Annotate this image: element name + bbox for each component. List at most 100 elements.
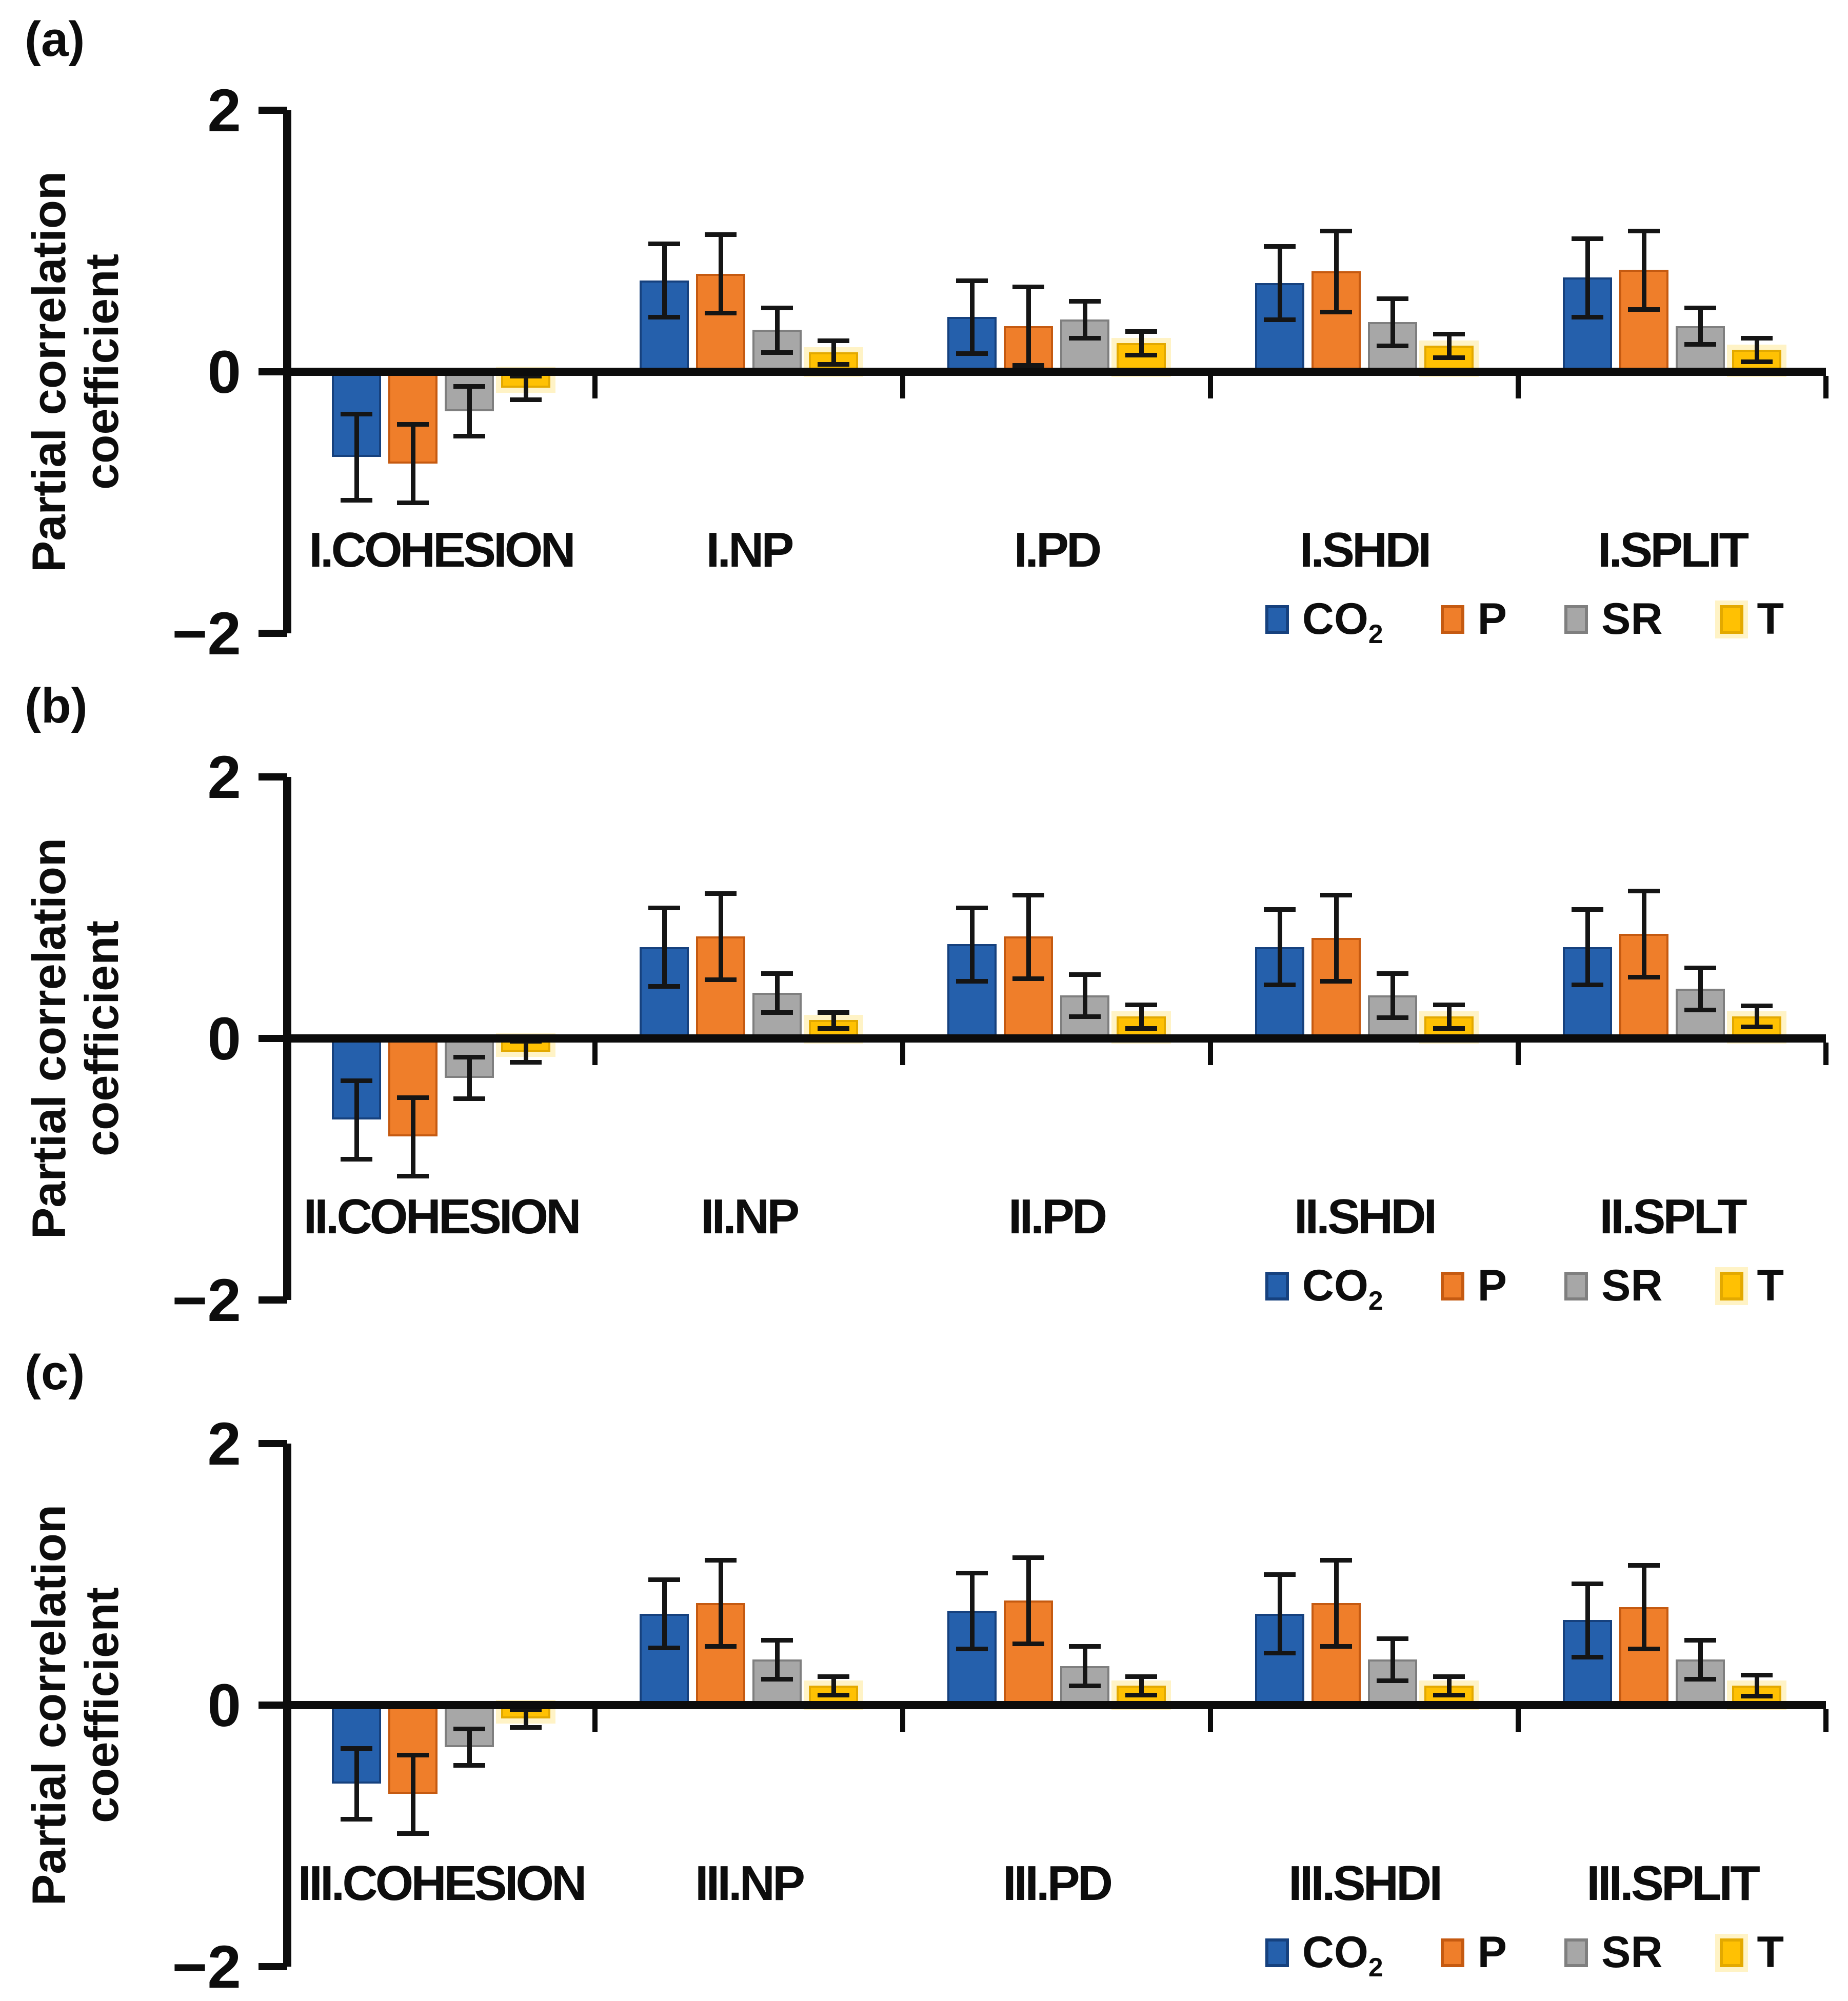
error-bar-cap — [1069, 1014, 1101, 1019]
error-bar-cap — [1069, 1683, 1101, 1688]
error-bar-cap — [1684, 342, 1716, 347]
error-bar-line — [1277, 246, 1282, 319]
legend-item-T: T — [1720, 1260, 1784, 1311]
panel-b: (b) Partial correlation coefficient 2 0 −2… — [0, 667, 1848, 1333]
error-bar-line — [410, 1097, 415, 1176]
error-bar-line — [523, 1041, 528, 1062]
y-tick-label: 2 — [207, 77, 241, 145]
error-bar-cap — [1125, 352, 1157, 357]
error-bar-cap — [510, 373, 542, 378]
legend-item-SR: SR — [1564, 1927, 1662, 1978]
legend-label-subscript: 2 — [1368, 1952, 1383, 1983]
y-axis-tick — [259, 1702, 287, 1709]
x-axis-line — [287, 1034, 1826, 1043]
error-bar-line — [774, 973, 780, 1012]
legend-swatch-SR — [1564, 1271, 1588, 1300]
legend-swatch-T — [1720, 605, 1744, 634]
error-bar-line — [1139, 1004, 1144, 1028]
error-bar-cap — [1012, 892, 1044, 897]
error-bar-cap — [1069, 1644, 1101, 1649]
category-label: III.SHDI — [1288, 1856, 1443, 1911]
error-bar-line — [969, 908, 975, 981]
x-axis-tick — [1823, 376, 1829, 398]
y-tick-label: 0 — [207, 1672, 241, 1739]
error-bar-cap — [1741, 335, 1773, 341]
error-bar-line — [523, 1709, 528, 1728]
error-bar-cap — [1377, 1636, 1408, 1641]
legend-label-SR: SR — [1601, 1261, 1663, 1310]
error-bar-cap — [341, 411, 372, 416]
x-axis-tick — [592, 1709, 598, 1732]
error-bar-line — [1334, 1559, 1339, 1647]
category-label: I.SHDI — [1299, 523, 1432, 577]
legend-label-P: P — [1477, 1928, 1507, 1977]
error-bar-cap — [1572, 907, 1603, 912]
error-bar-line — [1641, 890, 1646, 977]
bar-CO2 — [1255, 283, 1304, 372]
error-bar-cap — [1433, 1692, 1465, 1697]
error-bar-cap — [1433, 355, 1465, 360]
legend-item-P: P — [1440, 1927, 1507, 1978]
error-bar-cap — [1433, 1026, 1465, 1031]
error-bar-cap — [1320, 1557, 1352, 1563]
error-bar-cap — [956, 1571, 988, 1576]
legend-label-subscript: 2 — [1368, 1286, 1383, 1316]
error-bar-cap — [648, 1577, 680, 1583]
error-bar-line — [969, 1573, 975, 1649]
bar-P — [696, 1603, 745, 1705]
error-bar-cap — [648, 314, 680, 319]
legend-item-CO2: CO2 — [1265, 1260, 1383, 1314]
error-bar-cap — [453, 1726, 485, 1731]
legend-label-P: P — [1477, 594, 1507, 644]
error-bar-cap — [1125, 1674, 1157, 1679]
error-bar-cap — [1320, 309, 1352, 314]
legend-label-P: P — [1477, 1261, 1507, 1310]
error-bar-cap — [341, 1746, 372, 1751]
error-bar-cap — [510, 1725, 542, 1730]
y-axis-tick — [259, 773, 287, 781]
error-bar-cap — [705, 1557, 737, 1563]
error-bar-cap — [648, 242, 680, 247]
error-bar-cap — [1377, 296, 1408, 302]
error-bar-cap — [818, 1674, 849, 1679]
error-bar-cap — [1012, 1642, 1044, 1647]
x-axis-tick — [1208, 1709, 1213, 1732]
x-axis-tick — [1516, 376, 1521, 398]
error-bar-cap — [1320, 1644, 1352, 1649]
legend-label-T: T — [1757, 1261, 1784, 1310]
error-bar-line — [718, 893, 723, 980]
error-bar-cap — [1433, 1002, 1465, 1007]
error-bar-cap — [1264, 907, 1296, 912]
error-bar-line — [1698, 308, 1703, 345]
error-bar-cap — [761, 971, 793, 976]
error-bar-cap — [1012, 285, 1044, 290]
error-bar-line — [467, 1056, 472, 1099]
error-bar-cap — [1628, 307, 1660, 312]
error-bar-line — [354, 1080, 359, 1159]
legend-swatch-SR — [1564, 605, 1588, 634]
category-label: III.NP — [694, 1856, 805, 1911]
error-bar-line — [523, 375, 528, 399]
error-bar-cap — [453, 1054, 485, 1059]
plot-area-c: 2 0 −2 III.COHESION III.NP III.PD III.SHDI III.… — [0, 1333, 1848, 2000]
error-bar-cap — [1433, 332, 1465, 337]
error-bar-cap — [761, 1010, 793, 1015]
error-bar-line — [969, 280, 975, 354]
error-bar-line — [1390, 298, 1395, 346]
error-bar-line — [1585, 909, 1590, 985]
y-tick-label: −2 — [172, 600, 241, 668]
x-axis-line — [287, 368, 1826, 376]
error-bar-line — [1698, 1639, 1703, 1679]
panel-label-b: (b) — [25, 678, 88, 733]
error-bar-cap — [1572, 1654, 1603, 1659]
error-bar-cap — [1628, 975, 1660, 980]
error-bar-cap — [1572, 236, 1603, 241]
y-tick-label: 2 — [207, 744, 241, 811]
x-axis-tick — [900, 1043, 905, 1065]
error-bar-line — [718, 1559, 723, 1647]
error-bar-line — [718, 234, 723, 313]
error-bar-cap — [705, 891, 737, 896]
error-bar-cap — [818, 1010, 849, 1015]
category-label: II.PD — [1008, 1189, 1107, 1244]
